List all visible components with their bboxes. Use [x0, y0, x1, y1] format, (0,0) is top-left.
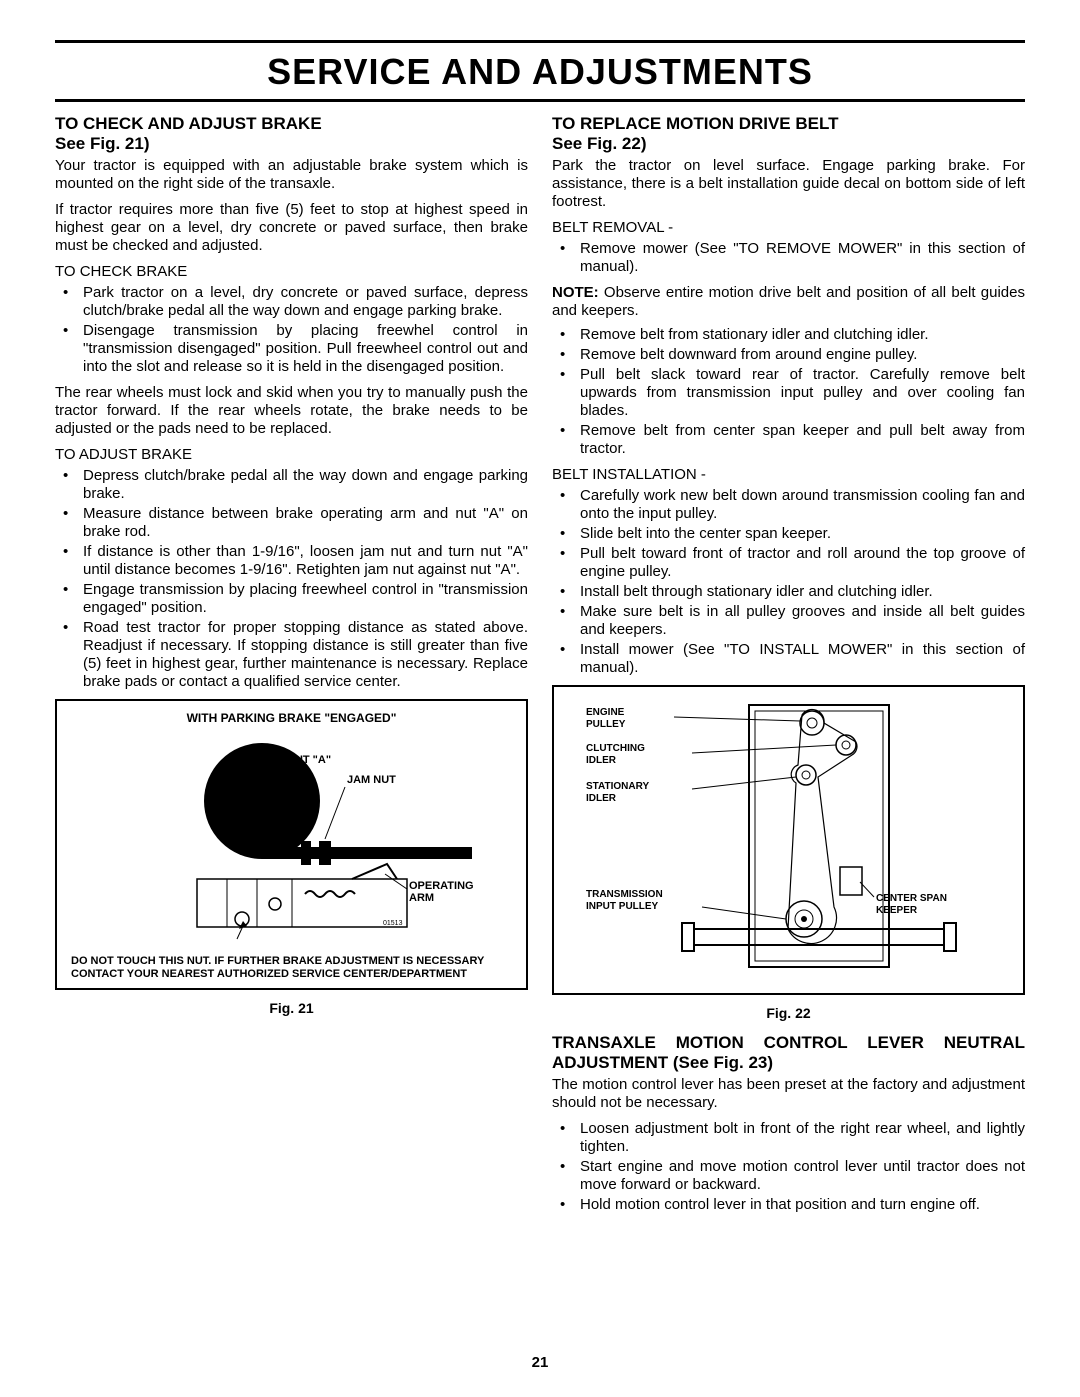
list-neutral: Loosen adjustment bolt in front of the r…	[552, 1120, 1025, 1214]
list-removal-1: Remove mower (See "TO REMOVE MOWER" in t…	[552, 240, 1025, 276]
subhead-check: TO CHECK BRAKE	[55, 263, 528, 280]
list-item: Park tractor on a level, dry concrete or…	[83, 284, 528, 320]
columns: TO CHECK AND ADJUST BRAKE See Fig. 21) Y…	[55, 114, 1025, 1222]
right-column: TO REPLACE MOTION DRIVE BELT See Fig. 22…	[552, 114, 1025, 1222]
label-stat1: STATIONARY	[586, 781, 649, 792]
figure-21-box: WITH PARKING BRAKE "ENGAGED"	[55, 699, 528, 990]
heading-line1: TO CHECK AND ADJUST BRAKE	[55, 114, 322, 133]
para: The motion control lever has been preset…	[552, 1076, 1025, 1112]
label-keeper2: KEEPER	[876, 905, 918, 916]
fig22-caption: Fig. 22	[552, 1005, 1025, 1021]
list-removal-2: Remove belt from stationary idler and cl…	[552, 326, 1025, 458]
label-clutch1: CLUTCHING	[586, 743, 645, 754]
label-nut-a: NUT "A"	[287, 754, 331, 766]
fig21-diagram: NUT "A" JAM NUT OPERATING ARM 01513	[87, 729, 497, 949]
list-item: If distance is other than 1-9/16", loose…	[83, 543, 528, 579]
heading-transaxle: TRANSAXLE MOTION CONTROL LEVER NEUTRAL A…	[552, 1033, 1025, 1072]
list-item: Make sure belt is in all pulley grooves …	[580, 603, 1025, 639]
label-stat2: IDLER	[586, 793, 617, 804]
left-column: TO CHECK AND ADJUST BRAKE See Fig. 21) Y…	[55, 114, 528, 1222]
list-item: Carefully work new belt down around tran…	[580, 487, 1025, 523]
label-trans2: INPUT PULLEY	[586, 901, 659, 912]
list-item: Start engine and move motion control lev…	[580, 1158, 1025, 1194]
list-adjust: Depress clutch/brake pedal all the way d…	[55, 467, 528, 691]
list-item: Hold motion control lever in that positi…	[580, 1196, 1025, 1214]
fig22-diagram: ENGINE PULLEY CLUTCHING IDLER STATIONARY…	[574, 697, 1004, 987]
label-op-arm2: ARM	[409, 892, 434, 904]
rule-under-title	[55, 99, 1025, 102]
rule-top	[55, 40, 1025, 43]
heading-check-brake: TO CHECK AND ADJUST BRAKE See Fig. 21)	[55, 114, 528, 153]
page-title: SERVICE AND ADJUSTMENTS	[55, 51, 1025, 93]
label-keeper1: CENTER SPAN	[876, 893, 947, 904]
note-text: Observe entire motion drive belt and pos…	[552, 284, 1025, 319]
page-number: 21	[532, 1354, 549, 1371]
para: Your tractor is equipped with an adjusta…	[55, 157, 528, 193]
label-op-arm1: OPERATING	[409, 880, 474, 892]
list-item: Measure distance between brake operating…	[83, 505, 528, 541]
list-item: Depress clutch/brake pedal all the way d…	[83, 467, 528, 503]
list-item: Disengage transmission by placing freewh…	[83, 322, 528, 376]
list-item: Loosen adjustment bolt in front of the r…	[580, 1120, 1025, 1156]
list-check: Park tractor on a level, dry concrete or…	[55, 284, 528, 376]
list-install: Carefully work new belt down around tran…	[552, 487, 1025, 677]
list-item: Slide belt into the center span keeper.	[580, 525, 1025, 543]
label-jam-nut: JAM NUT	[347, 774, 396, 786]
fig21-warning: DO NOT TOUCH THIS NUT. IF FURTHER BRAKE …	[71, 955, 512, 980]
note-line: NOTE: Observe entire motion drive belt a…	[552, 284, 1025, 320]
label-clutch2: IDLER	[586, 755, 617, 766]
label-engine2: PULLEY	[586, 719, 626, 730]
list-item: Engage transmission by placing freewheel…	[83, 581, 528, 617]
list-item: Pull belt toward front of tractor and ro…	[580, 545, 1025, 581]
list-item: Install belt through stationary idler an…	[580, 583, 1025, 601]
fig21-title: WITH PARKING BRAKE "ENGAGED"	[71, 711, 512, 725]
heading-line2: See Fig. 21)	[55, 134, 149, 153]
para: The rear wheels must lock and skid when …	[55, 384, 528, 438]
list-item: Road test tractor for proper stopping di…	[83, 619, 528, 691]
label-partno: 01513	[383, 920, 403, 927]
list-item: Remove belt from stationary idler and cl…	[580, 326, 1025, 344]
subhead-install: BELT INSTALLATION -	[552, 466, 1025, 483]
label-engine1: ENGINE	[586, 707, 625, 718]
list-item: Pull belt slack toward rear of tractor. …	[580, 366, 1025, 420]
list-item: Remove mower (See "TO REMOVE MOWER" in t…	[580, 240, 1025, 276]
para: If tractor requires more than five (5) f…	[55, 201, 528, 255]
para: Park the tractor on level surface. Engag…	[552, 157, 1025, 211]
figure-22-box: ENGINE PULLEY CLUTCHING IDLER STATIONARY…	[552, 685, 1025, 995]
subhead-removal: BELT REMOVAL -	[552, 219, 1025, 236]
list-item: Remove belt from center span keeper and …	[580, 422, 1025, 458]
list-item: Remove belt downward from around engine …	[580, 346, 1025, 364]
fig21-caption: Fig. 21	[55, 1000, 528, 1016]
heading-replace-belt: TO REPLACE MOTION DRIVE BELT See Fig. 22…	[552, 114, 1025, 153]
heading-line1: TO REPLACE MOTION DRIVE BELT	[552, 114, 839, 133]
label-trans1: TRANSMISSION	[586, 889, 663, 900]
heading-line2: See Fig. 22)	[552, 134, 646, 153]
subhead-adjust: TO ADJUST BRAKE	[55, 446, 528, 463]
list-item: Install mower (See "TO INSTALL MOWER" in…	[580, 641, 1025, 677]
